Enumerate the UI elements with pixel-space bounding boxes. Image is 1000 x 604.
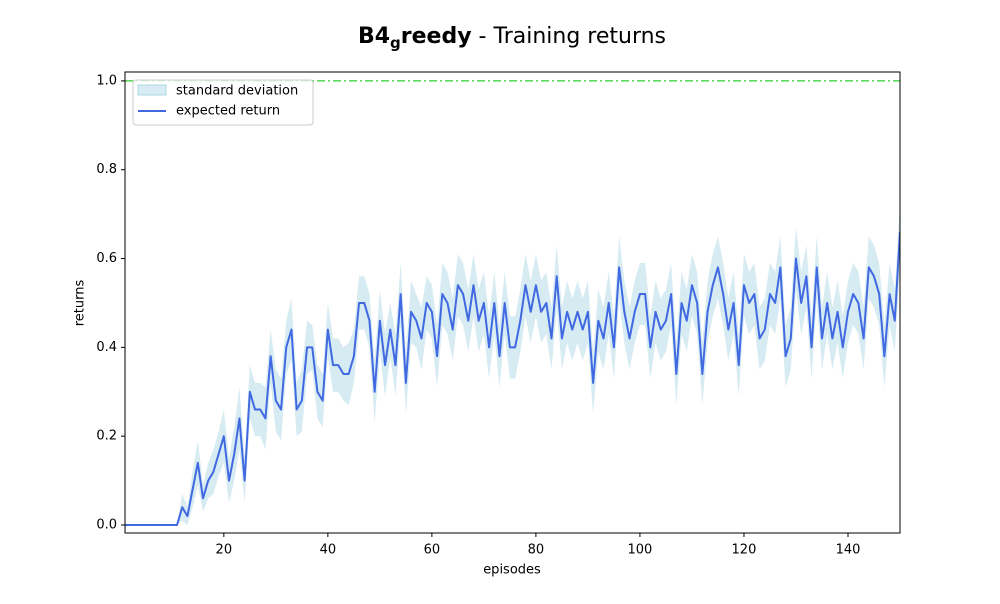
x-tick-label: 20 [216,543,233,558]
x-tick-label: 60 [424,543,441,558]
title-part: B4 [358,24,390,49]
y-tick-label: 0.8 [96,162,117,177]
title-part: - Training returns [472,24,666,49]
x-tick-label: 120 [732,543,757,558]
x-tick-label: 80 [528,543,545,558]
y-tick-label: 0.4 [96,340,117,355]
x-axis-label: episodes [483,563,541,578]
legend-swatch [137,84,167,96]
y-tick-label: 0.6 [96,251,117,266]
plot-area [125,80,900,527]
title-part: reedy [401,24,472,49]
x-tick-label: 40 [320,543,337,558]
x-tick-label: 140 [836,543,861,558]
x-tick-label: 100 [628,543,653,558]
legend-box [132,79,314,126]
y-axis-label: returns [73,280,88,327]
std-band [125,200,900,526]
line-series [125,231,900,527]
chart-title: B4greedy - Training returns [358,24,666,52]
y-tick-label: 1.0 [96,73,117,88]
y-tick-label: 0.0 [96,518,117,533]
legend-label: expected return [176,104,280,119]
y-tick-label: 0.2 [96,429,117,444]
title-part: g [390,34,401,52]
legend-label: standard deviation [176,84,298,99]
axes-frame [124,71,901,534]
